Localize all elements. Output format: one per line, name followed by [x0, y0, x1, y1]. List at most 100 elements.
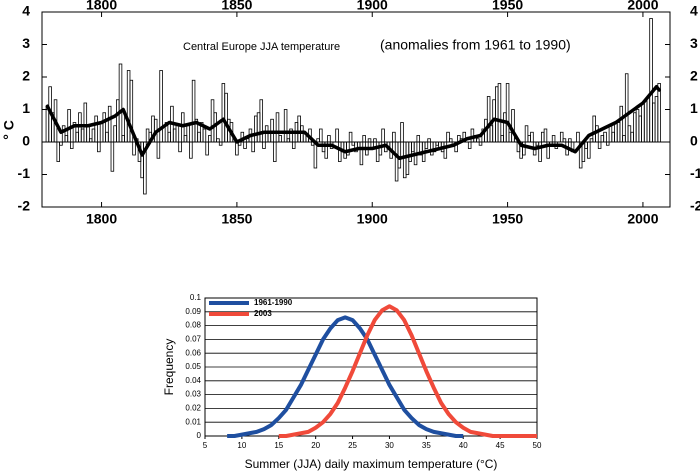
x-tick-label: 1900	[357, 0, 388, 13]
bar	[181, 112, 185, 143]
y-tick-label: 0	[22, 133, 30, 149]
bar	[381, 128, 385, 143]
y-tick-label: -2	[18, 198, 31, 214]
bar	[611, 131, 615, 143]
bar	[254, 115, 258, 143]
y-tick-label: 0.02	[185, 404, 201, 413]
bar	[102, 112, 107, 143]
bar	[657, 83, 661, 143]
bar	[126, 70, 131, 143]
bar	[56, 141, 60, 162]
x-tick-label: 50	[533, 441, 542, 450]
bar	[278, 135, 282, 143]
bar	[289, 128, 293, 143]
bar	[408, 141, 412, 162]
chart-title: Central Europe JJA temperature	[183, 41, 340, 53]
bar	[118, 63, 123, 143]
y-axis-label: Frequency	[162, 339, 176, 396]
bar	[275, 112, 280, 143]
y-tick-label: -1	[18, 165, 31, 181]
bar	[59, 141, 63, 146]
y-tick-label: 0	[197, 431, 202, 440]
bar	[105, 131, 109, 143]
bar	[121, 135, 125, 143]
bar	[622, 135, 626, 143]
bar	[99, 122, 104, 143]
x-tick-label: 35	[422, 441, 431, 450]
bar	[562, 138, 567, 143]
x-tick-label: 2000	[627, 0, 658, 13]
bar	[603, 131, 607, 143]
y-axis-label: ° C	[1, 120, 17, 140]
y-tick-label: -2	[690, 198, 700, 214]
bar	[400, 122, 404, 143]
bar	[641, 102, 645, 143]
bar	[178, 141, 182, 153]
x-tick-label: 1900	[357, 211, 388, 227]
bar	[129, 79, 134, 143]
bar	[592, 115, 596, 143]
bar	[70, 141, 74, 149]
bar	[235, 141, 239, 156]
bar	[256, 112, 261, 143]
bar	[359, 141, 364, 166]
bar	[538, 141, 542, 162]
x-tick-label: 1850	[221, 0, 252, 13]
bar	[530, 131, 534, 143]
x-tick-label: 1800	[86, 0, 117, 13]
bar	[503, 112, 507, 143]
series-line	[278, 304, 537, 438]
bar	[110, 141, 115, 172]
bar	[208, 135, 212, 143]
bar	[262, 141, 266, 149]
bar	[251, 141, 255, 153]
y-tick-label: 0.09	[185, 307, 201, 316]
bar	[411, 141, 415, 153]
bar	[338, 141, 342, 162]
bar	[652, 102, 656, 143]
bar	[568, 138, 572, 143]
bar	[394, 141, 399, 182]
bar	[362, 135, 366, 143]
bar	[80, 128, 85, 143]
bar	[107, 105, 112, 143]
bar	[167, 131, 171, 143]
bar	[454, 141, 458, 153]
bar	[327, 135, 331, 143]
bar	[630, 131, 634, 143]
bar	[140, 141, 144, 179]
legend-label: 2003	[254, 309, 272, 318]
bar	[559, 131, 564, 143]
y-tick-label: 3	[690, 35, 698, 51]
bar	[61, 125, 66, 143]
x-axis-label: Summer (JJA) daily maximum temperature (…	[245, 457, 498, 471]
bar	[197, 131, 201, 143]
bar	[448, 138, 453, 143]
bar	[221, 83, 226, 143]
bar	[546, 141, 550, 159]
x-tick-label: 20	[311, 441, 320, 450]
y-tick-label: 1	[690, 100, 698, 116]
bar	[291, 141, 296, 149]
x-tick-label: 25	[348, 441, 357, 450]
bar	[467, 141, 472, 149]
bar	[175, 125, 180, 143]
bar	[497, 83, 502, 143]
bar	[91, 128, 96, 143]
bar	[424, 141, 429, 149]
bar	[432, 141, 437, 153]
bar	[551, 135, 556, 143]
bar	[500, 135, 504, 143]
bar	[75, 131, 79, 143]
bar	[297, 115, 301, 143]
bar	[324, 141, 328, 159]
bar	[218, 141, 223, 146]
bar	[638, 115, 642, 143]
y-tick-label: -1	[690, 165, 700, 181]
y-tick-label: 4	[690, 3, 698, 19]
bar	[216, 138, 220, 143]
y-tick-label: 0	[690, 133, 698, 149]
x-tick-label: 2000	[627, 211, 658, 227]
bar	[64, 135, 69, 143]
bar	[619, 105, 624, 143]
